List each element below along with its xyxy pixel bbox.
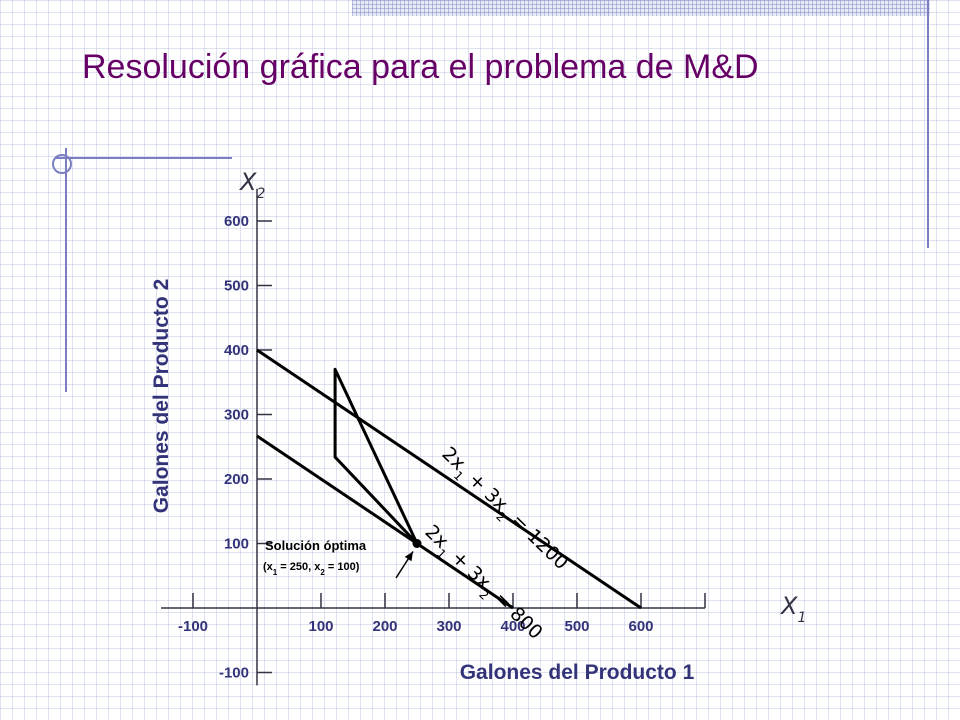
x-tick-labels: -100 100 200 300 400 500 600 <box>178 618 654 635</box>
optimal-label: Solución óptima <box>265 538 367 553</box>
x-axis-label: Galones del Producto 1 <box>460 661 695 684</box>
x-tick-label: 600 <box>628 618 653 635</box>
optimal-arrowhead <box>404 551 413 562</box>
y-tick-label: 200 <box>224 471 249 488</box>
y-tick-label: 100 <box>224 536 249 553</box>
constraint-line-800 <box>256 434 514 610</box>
y-tick-label: 600 <box>224 213 249 230</box>
x-tick-label: 100 <box>308 618 333 635</box>
x-tick-label: 300 <box>436 618 461 635</box>
y-axis-symbol: X2 <box>238 168 265 202</box>
x-tick-label: 200 <box>372 618 397 635</box>
x-ticks <box>192 593 706 608</box>
constraint-line-1200 <box>256 348 642 610</box>
y-tick-labels: -100 100 200 300 400 500 600 <box>219 213 249 682</box>
y-tick-label: 300 <box>224 407 249 424</box>
y-tick-label: 400 <box>224 342 249 359</box>
feasible-region <box>333 367 419 545</box>
x-tick-label: -100 <box>178 618 208 635</box>
optimal-coordinates: (x1 = 250, x2 = 100) <box>263 561 360 577</box>
corner-decoration-band <box>352 0 930 16</box>
decor-circle <box>52 154 72 174</box>
x-axis-symbol: X1 <box>779 592 806 626</box>
y-tick-label: -100 <box>219 665 249 682</box>
page-title: Resolución gráfica para el problema de M… <box>82 48 759 86</box>
y-ticks <box>257 220 272 674</box>
decorative-lines <box>52 0 929 392</box>
optimal-point <box>412 539 422 548</box>
x-tick-label: 400 <box>500 618 525 635</box>
x-tick-label: 500 <box>564 618 589 635</box>
y-axis-label: Galones del Producto 2 <box>150 279 173 514</box>
y-tick-label: 500 <box>224 278 249 295</box>
